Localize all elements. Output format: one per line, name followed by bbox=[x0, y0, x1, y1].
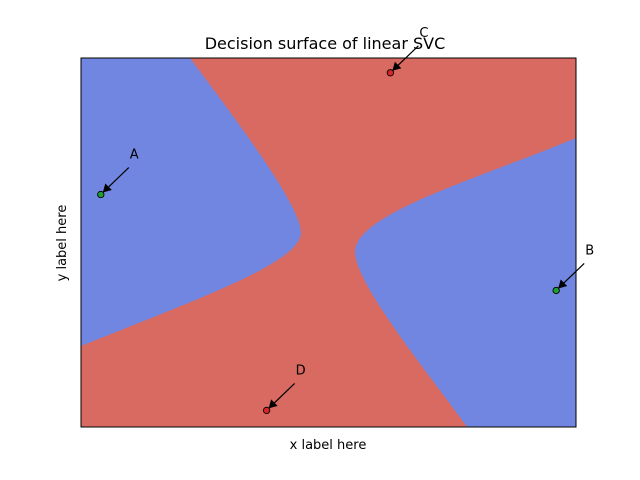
chart-title: Decision surface of linear SVC bbox=[205, 34, 446, 53]
point-label-a: A bbox=[130, 148, 139, 163]
annotation-arrowhead-b bbox=[558, 279, 568, 289]
data-point-d bbox=[262, 406, 271, 415]
data-point-c bbox=[386, 69, 395, 77]
x-axis-label: x label here bbox=[290, 438, 367, 453]
point-label-b: B bbox=[585, 243, 594, 258]
annotation-arrowhead-d bbox=[268, 399, 278, 409]
annotation-arrowhead-c bbox=[392, 61, 402, 71]
class-a-region-left bbox=[81, 58, 302, 346]
plot-area bbox=[81, 58, 576, 427]
point-label-d: D bbox=[296, 363, 306, 378]
data-point-a bbox=[97, 190, 105, 199]
class-a-region-right bbox=[354, 138, 576, 427]
data-point-b bbox=[552, 286, 560, 295]
y-axis-label: y label here bbox=[55, 205, 70, 282]
point-label-c: C bbox=[419, 26, 428, 41]
plot-frame bbox=[80, 57, 577, 428]
annotation-arrowhead-a bbox=[102, 183, 112, 193]
point-annotations: A B C D bbox=[97, 26, 594, 415]
